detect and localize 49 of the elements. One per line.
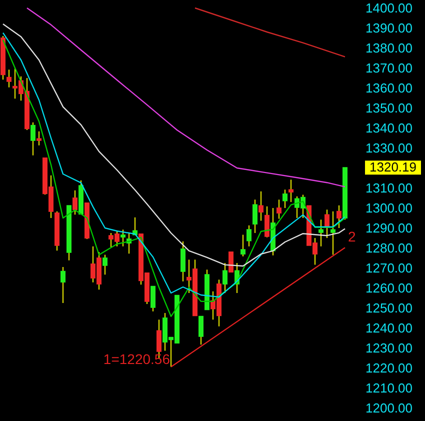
text: 1320.19 xyxy=(370,160,416,175)
line-series xyxy=(26,7,346,188)
candlestick xyxy=(222,262,228,294)
candlestick xyxy=(102,254,108,276)
annotation: 2 xyxy=(348,228,356,245)
candlestick xyxy=(150,286,156,312)
y-tick-label: 1400.00 xyxy=(366,0,412,16)
y-tick-label: 1220.00 xyxy=(366,360,412,376)
candlestick xyxy=(120,229,126,247)
y-tick-label: 1350.00 xyxy=(366,100,412,116)
candlestick xyxy=(60,266,66,304)
y-tick-label: 1300.00 xyxy=(366,200,412,216)
line-series xyxy=(194,7,346,58)
y-tick-label: 1250.00 xyxy=(366,300,412,316)
candlestick xyxy=(264,206,270,238)
candlestick xyxy=(180,240,186,282)
candlestick xyxy=(198,316,204,346)
candlestick xyxy=(72,190,78,216)
candlestick xyxy=(36,130,42,146)
annotation: 1=1220.56 xyxy=(103,350,170,367)
y-tick-label: 1340.00 xyxy=(366,120,412,136)
y-tick-label: 1280.00 xyxy=(366,240,412,256)
candlestick xyxy=(288,179,294,202)
y-tick-label: 1210.00 xyxy=(366,380,412,396)
candlestick xyxy=(324,209,330,238)
candlestick xyxy=(240,234,246,257)
y-tick-label: 1330.00 xyxy=(366,140,412,156)
candlestick xyxy=(30,122,36,156)
y-tick-label: 1390.00 xyxy=(366,20,412,36)
y-tick-label: 1240.00 xyxy=(366,320,412,336)
y-tick-label: 1290.00 xyxy=(366,220,412,236)
y-tick-label: 1230.00 xyxy=(366,340,412,356)
candlestick xyxy=(228,252,234,272)
y-tick-label: 1310.00 xyxy=(366,180,412,196)
candlestick xyxy=(276,199,282,220)
y-tick-label: 1200.00 xyxy=(366,400,412,416)
candlestick xyxy=(318,219,324,247)
candlestick xyxy=(330,210,336,256)
candlestick xyxy=(336,204,342,228)
y-tick-label: 1370.00 xyxy=(366,60,412,76)
candlestick xyxy=(6,69,12,88)
y-tick-label: 1270.00 xyxy=(366,260,412,276)
candlestick xyxy=(282,189,288,208)
y-tick-label: 1360.00 xyxy=(366,80,412,96)
candlestick xyxy=(246,224,252,247)
y-tick-label: 1260.00 xyxy=(366,280,412,296)
candlestick xyxy=(258,190,264,222)
y-tick-label: 1380.00 xyxy=(366,40,412,56)
candlestick xyxy=(252,199,258,234)
